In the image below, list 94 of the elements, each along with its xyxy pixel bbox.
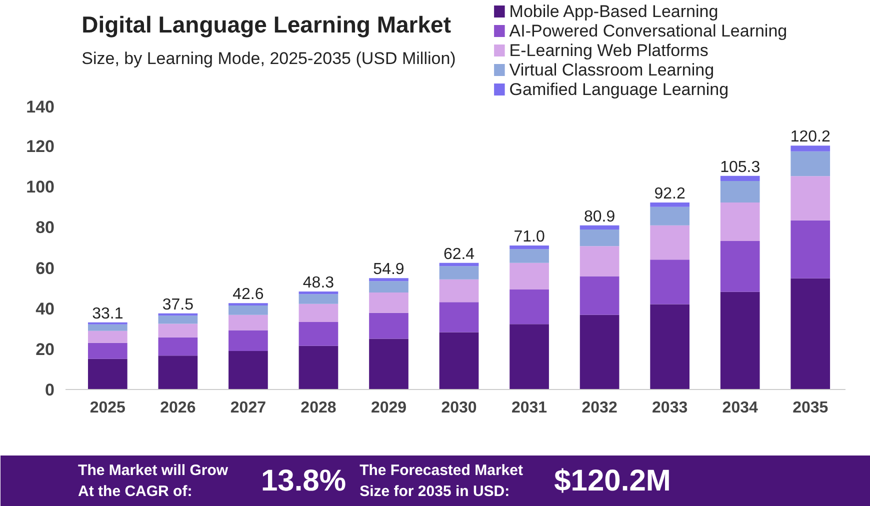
total-label: 105.3 xyxy=(720,158,760,176)
bar xyxy=(439,332,479,390)
text: The Forecasted Market Size for 2035 in USD: xyxy=(360,462,523,500)
legend-label: Gamified Language Learning xyxy=(509,80,729,99)
bar xyxy=(88,324,128,331)
text: The Market will Grow At the CAGR of: xyxy=(78,462,228,500)
bar xyxy=(790,278,830,390)
bar xyxy=(298,304,338,322)
bar xyxy=(158,316,198,324)
y-tick-label: 40 xyxy=(36,299,55,318)
x-tick-label: 2025 xyxy=(90,400,126,416)
bar xyxy=(158,356,198,390)
x-tick-label: 2035 xyxy=(792,400,828,416)
x-tick-label: 2026 xyxy=(160,400,196,416)
total-label: 71.0 xyxy=(514,228,545,246)
y-tick-label: 120 xyxy=(26,137,55,156)
bar xyxy=(790,220,830,278)
x-tick-label: 2033 xyxy=(652,400,688,416)
bar xyxy=(228,303,268,306)
bar xyxy=(369,292,408,313)
bar xyxy=(790,151,830,176)
text: $120.2M xyxy=(554,464,671,498)
x-tick-label: 2032 xyxy=(582,400,618,416)
bar xyxy=(298,322,338,346)
bar xyxy=(580,276,620,315)
bar xyxy=(650,206,690,226)
bar xyxy=(720,180,760,202)
bar xyxy=(369,312,408,339)
bar xyxy=(439,266,479,280)
bar xyxy=(369,278,408,282)
total-label: 80.9 xyxy=(584,208,616,226)
bar xyxy=(650,225,690,260)
y-tick-label: 0 xyxy=(45,380,55,400)
bar xyxy=(720,176,760,181)
total-label: 42.6 xyxy=(232,286,264,304)
bar xyxy=(720,292,760,390)
bar xyxy=(88,342,128,359)
bar xyxy=(510,262,549,290)
y-tick-label: 60 xyxy=(36,258,55,278)
bar xyxy=(650,304,690,390)
bar xyxy=(720,241,760,292)
legend-label: Mobile App-Based Learning xyxy=(509,2,718,21)
total-label: 48.3 xyxy=(302,274,334,292)
bar xyxy=(439,279,479,302)
bar xyxy=(580,314,620,390)
bar xyxy=(580,229,620,246)
bar xyxy=(580,246,620,276)
x-tick-label: 2029 xyxy=(370,400,407,416)
x-tick-label: 2030 xyxy=(441,400,477,416)
bar xyxy=(439,302,479,332)
bar xyxy=(228,330,268,351)
bar xyxy=(790,176,830,220)
total-label: 120.2 xyxy=(790,128,830,146)
total-label: 37.5 xyxy=(162,296,194,314)
bar xyxy=(298,292,338,294)
bar xyxy=(88,330,128,343)
legend-label: Virtual Classroom Learning xyxy=(509,60,714,80)
bar xyxy=(298,294,338,304)
y-tick-label: 80 xyxy=(36,218,55,238)
bar xyxy=(650,260,690,304)
total-label: 92.2 xyxy=(654,185,686,202)
bar xyxy=(580,225,620,230)
y-tick-label: 140 xyxy=(26,98,55,116)
total-label: 54.9 xyxy=(373,261,404,278)
legend-label: E-Learning Web Platforms xyxy=(509,41,708,60)
bar xyxy=(439,262,479,266)
total-label: 62.4 xyxy=(443,246,475,263)
total-label: 33.1 xyxy=(92,305,124,322)
bar xyxy=(228,350,268,390)
bar xyxy=(510,289,549,324)
bar xyxy=(510,249,549,263)
x-tick-label: 2031 xyxy=(511,400,548,416)
bar xyxy=(720,202,760,242)
bar xyxy=(228,314,268,330)
chart-title: Digital Language Learning Market xyxy=(82,12,452,38)
text: 13.8% xyxy=(260,464,346,498)
legend-label: AI-Powered Conversational Learning xyxy=(509,22,788,40)
y-tick-label: 20 xyxy=(36,340,55,359)
bar xyxy=(158,337,198,356)
bar xyxy=(790,146,830,152)
bar xyxy=(369,338,408,390)
bar xyxy=(369,281,408,293)
bar xyxy=(510,324,549,390)
chart-subtitle: Size, by Learning Mode, 2025-2035 (USD Million) xyxy=(82,49,456,68)
bar xyxy=(298,346,338,390)
bar xyxy=(88,358,128,390)
bar xyxy=(158,324,198,338)
bar xyxy=(650,202,690,207)
x-tick-label: 2028 xyxy=(300,400,336,416)
y-tick-label: 100 xyxy=(26,178,55,197)
bar xyxy=(510,245,549,250)
bar xyxy=(228,306,268,315)
x-tick-label: 2027 xyxy=(230,400,266,416)
x-tick-label: 2034 xyxy=(722,400,758,416)
